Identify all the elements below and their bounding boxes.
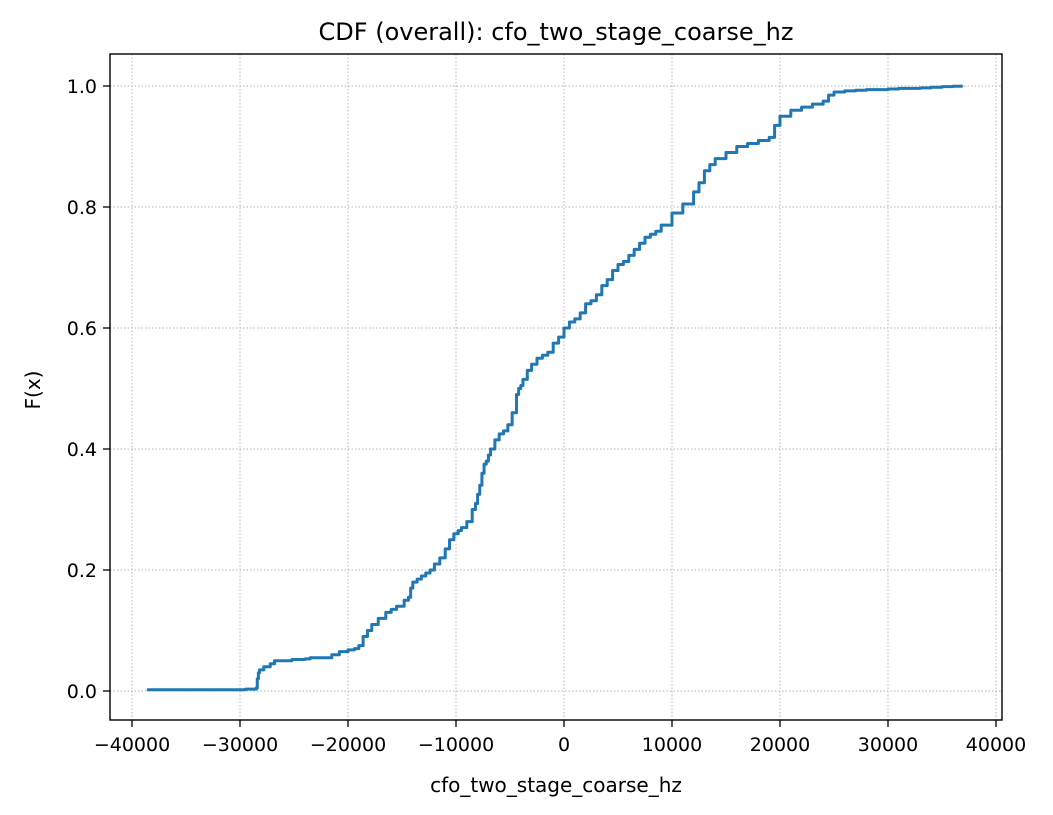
x-tick-label: 20000 <box>750 734 810 756</box>
x-tick-label: 30000 <box>858 734 918 756</box>
x-tick-label: −40000 <box>94 734 170 756</box>
chart-title: CDF (overall): cfo_two_stage_coarse_hz <box>319 18 794 46</box>
x-axis-ticks: −40000 −30000 −20000 −10000 0 10000 20000 30000… <box>94 720 1026 756</box>
x-tick-label: 0 <box>558 734 570 756</box>
x-tick-label: 10000 <box>642 734 702 756</box>
y-tick-label: 0.4 <box>67 439 97 461</box>
x-tick-label: −30000 <box>202 734 278 756</box>
x-tick-label: −20000 <box>310 734 386 756</box>
y-tick-label: 0.6 <box>67 318 97 340</box>
x-tick-label: 40000 <box>966 734 1026 756</box>
y-axis-ticks: 0.0 0.2 0.4 0.6 0.8 1.0 <box>67 76 110 703</box>
y-tick-label: 0.8 <box>67 197 97 219</box>
y-tick-label: 0.0 <box>67 681 97 703</box>
cdf-line <box>146 84 963 692</box>
x-axis-label: cfo_two_stage_coarse_hz <box>430 773 682 797</box>
x-tick-label: −10000 <box>418 734 494 756</box>
y-tick-label: 1.0 <box>67 76 97 98</box>
y-tick-label: 0.2 <box>67 560 97 582</box>
grid-lines <box>110 54 1002 720</box>
plot-area-frame <box>109 53 1003 721</box>
data-series-layer <box>146 84 963 692</box>
y-axis-label: F(x) <box>21 371 45 410</box>
